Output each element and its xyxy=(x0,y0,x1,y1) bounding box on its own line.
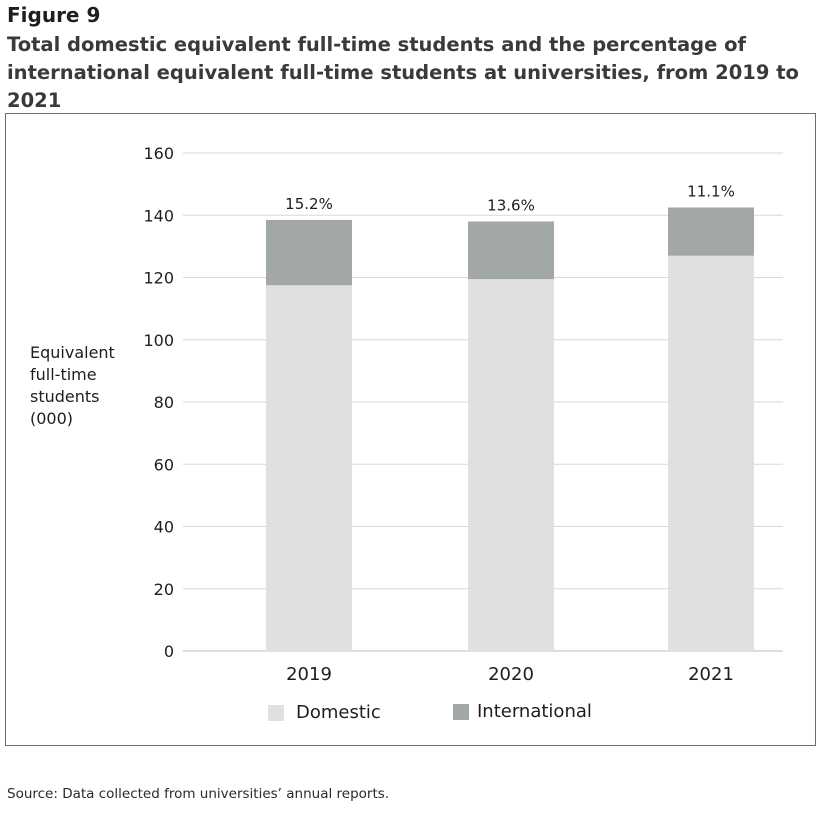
y-tick-label: 120 xyxy=(143,269,174,288)
legend-item-international: International xyxy=(453,701,592,722)
figure-title: Total domestic equivalent full-time stud… xyxy=(7,33,799,112)
x-tick-label: 2020 xyxy=(488,664,534,685)
legend-swatch-domestic xyxy=(268,704,284,721)
x-tick-label: 2021 xyxy=(688,664,734,685)
y-tick-label: 100 xyxy=(143,331,174,350)
y-tick-label: 0 xyxy=(164,642,174,661)
legend-label-international: International xyxy=(477,701,592,722)
y-tick-label: 160 xyxy=(143,144,174,163)
y-tick-label: 40 xyxy=(154,518,174,537)
chart-frame xyxy=(5,113,816,746)
figure-label: Figure 9 xyxy=(7,3,101,27)
y-tick-label: 140 xyxy=(143,206,174,225)
y-axis-label: Equivalent full-time students (000) xyxy=(30,342,130,430)
y-axis-label-line: (000) xyxy=(30,409,74,428)
bar-domestic-2019 xyxy=(266,285,352,651)
legend-swatch-international xyxy=(453,703,469,720)
legend-item-domestic: Domestic xyxy=(268,702,381,723)
legend-label-domestic: Domestic xyxy=(296,702,381,723)
y-tick-label: 60 xyxy=(154,455,174,474)
bar-percent-label: 13.6% xyxy=(487,196,535,214)
source-note: Source: Data collected from universities… xyxy=(7,786,390,802)
bar-domestic-2020 xyxy=(468,279,554,651)
bar-international-2019 xyxy=(266,219,352,286)
bar-domestic-2021 xyxy=(668,255,754,651)
y-tick-label: 20 xyxy=(154,580,174,599)
y-tick-label: 80 xyxy=(154,393,174,412)
bar-international-2020 xyxy=(468,221,554,280)
bar-international-2021 xyxy=(668,207,754,256)
y-axis-label-line: students xyxy=(30,387,100,406)
y-axis-label-line: full-time xyxy=(30,365,97,384)
bar-percent-label: 15.2% xyxy=(285,195,333,213)
y-axis-label-line: Equivalent xyxy=(30,343,115,362)
bar-percent-label: 11.1% xyxy=(687,182,735,200)
x-tick-label: 2019 xyxy=(286,664,332,685)
